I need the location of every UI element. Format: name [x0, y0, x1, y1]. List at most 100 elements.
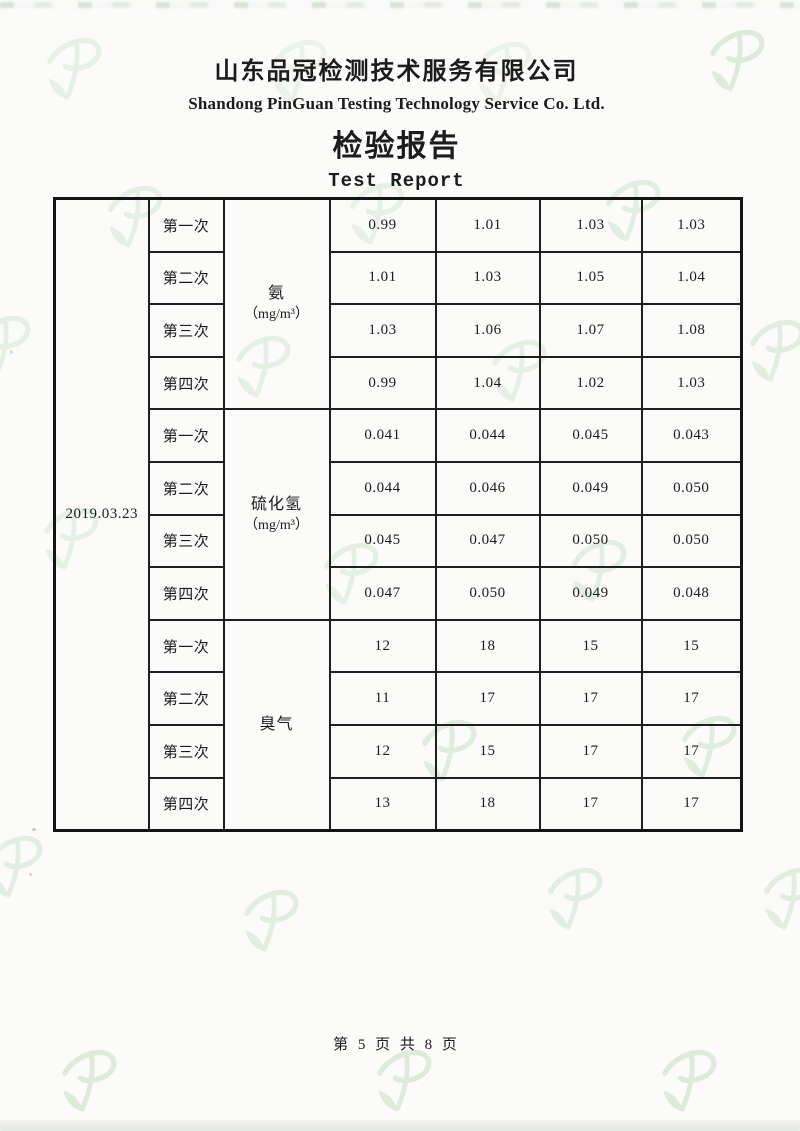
pinguan-leaf-logo-watermark-icon — [0, 313, 33, 383]
pinguan-leaf-logo-watermark-icon — [61, 1047, 119, 1117]
value-cell: 1.04 — [434, 355, 541, 411]
page-number: 第 5 页 共 8 页 — [333, 1037, 460, 1053]
value-cell: 0.047 — [434, 513, 541, 569]
trial-label-cell: 第二次 — [147, 460, 225, 516]
value-cell: 0.041 — [328, 408, 437, 463]
parameter-unit: （mg/m³） — [244, 517, 309, 533]
pinguan-leaf-logo-watermark-icon — [0, 833, 45, 903]
value-cell: 1.08 — [640, 303, 743, 358]
value-cell: 1.03 — [538, 197, 643, 253]
value-cell: 1.05 — [538, 250, 643, 306]
pinguan-leaf-logo-watermark-icon — [763, 865, 800, 935]
results-table: 2019.03.23 第一次氨（mg/m³） 0.99 1.01 1.03 1.03 第二次… — [53, 197, 743, 833]
value-cell: 17 — [434, 671, 541, 726]
table-row: 第四次 13 18 17 17 — [55, 776, 743, 832]
value-cell: 1.03 — [434, 250, 541, 306]
trial-label-cell: 第三次 — [147, 513, 225, 569]
scan-edge-bottom — [0, 1120, 800, 1131]
parameter-name: 氨 — [267, 285, 285, 303]
table-row: 第四次 0.047 0.050 0.049 0.048 — [55, 566, 743, 621]
value-cell: 0.050 — [640, 513, 743, 569]
pinguan-leaf-logo-watermark-icon — [749, 317, 800, 387]
parameter-unit: （mg/m³） — [244, 307, 309, 323]
parameter-cell: 臭气 — [222, 618, 331, 832]
value-cell: 1.04 — [640, 250, 743, 306]
trial-label-cell: 第一次 — [147, 618, 225, 674]
value-cell: 0.050 — [538, 513, 643, 569]
value-cell: 0.045 — [328, 513, 437, 569]
value-cell: 1.03 — [640, 197, 743, 253]
scan-speck — [32, 828, 36, 831]
value-cell: 0.050 — [640, 460, 743, 516]
scan-speck — [10, 350, 13, 354]
parameter-name: 硫化氢 — [250, 495, 302, 513]
value-cell: 12 — [328, 618, 437, 674]
value-cell: 15 — [434, 723, 541, 779]
value-cell: 0.99 — [328, 355, 437, 411]
trial-label-cell: 第四次 — [147, 566, 225, 621]
table-row: 2019.03.23 第一次氨（mg/m³） 0.99 1.01 1.03 1.03 — [53, 197, 743, 832]
value-cell: 0.045 — [538, 408, 643, 463]
company-name-cn: 山东品冠检测技术服务有限公司 — [214, 59, 579, 85]
table-row: 第三次 1.03 1.06 1.07 1.08 — [55, 303, 743, 358]
table-row: 第二次 1.01 1.03 1.05 1.04 — [55, 250, 743, 306]
value-cell: 17 — [538, 776, 643, 832]
trial-label-cell: 第四次 — [147, 355, 225, 411]
table-row: 第二次 11 17 17 17 — [55, 671, 743, 726]
table-row: 第一次 硫化氢 （mg/m³） 0.041 0.044 0.045 0.043 — [55, 408, 743, 621]
value-cell: 17 — [538, 671, 643, 726]
value-cell: 0.049 — [538, 460, 643, 516]
table-row: 第二次 0.044 0.046 0.049 0.050 — [55, 460, 743, 516]
value-cell: 18 — [434, 618, 541, 674]
value-cell: 12 — [328, 723, 437, 779]
value-cell: 11 — [328, 671, 437, 726]
trial-label-cell: 第一次 — [147, 408, 225, 463]
parameter-cell: 氨 （mg/m³） — [222, 197, 331, 411]
value-cell: 17 — [538, 723, 643, 779]
value-cell: 0.044 — [328, 460, 437, 516]
value-cell: 18 — [434, 776, 541, 832]
trial-label-cell: 第一次 — [147, 197, 225, 253]
results-table-body: 2019.03.23 第一次氨（mg/m³） 0.99 1.01 1.03 1.03 第二次… — [53, 197, 743, 832]
value-cell: 0.99 — [328, 197, 437, 253]
value-cell: 1.01 — [434, 197, 541, 253]
table-row: 第三次 12 15 17 17 — [55, 723, 743, 779]
value-cell: 1.02 — [538, 355, 643, 411]
value-cell: 15 — [640, 618, 743, 674]
parameter-cell: 硫化氢 （mg/m³） — [222, 408, 331, 621]
value-cell: 0.047 — [328, 566, 437, 621]
value-cell: 1.06 — [434, 303, 541, 358]
value-cell: 0.049 — [538, 566, 643, 621]
value-cell: 17 — [640, 776, 743, 832]
value-cell: 17 — [640, 671, 743, 726]
value-cell: 13 — [328, 776, 437, 832]
scan-speck — [29, 873, 32, 876]
value-cell: 15 — [538, 618, 643, 674]
pinguan-leaf-logo-watermark-icon — [661, 1047, 719, 1117]
value-cell: 1.03 — [640, 355, 743, 411]
value-cell: 0.046 — [434, 460, 541, 516]
trial-label-cell: 第三次 — [147, 723, 225, 779]
table-row: 第一次 臭气 12 18 15 15 — [55, 618, 743, 832]
value-cell: 0.048 — [640, 566, 743, 621]
pinguan-leaf-logo-watermark-icon — [376, 1047, 434, 1117]
value-cell: 1.01 — [328, 250, 437, 306]
pinguan-leaf-logo-watermark-icon — [547, 865, 605, 935]
value-cell: 0.050 — [434, 566, 541, 621]
pinguan-leaf-logo-watermark-icon — [243, 887, 301, 957]
scan-edge-top — [0, 2, 800, 8]
trial-label-cell: 第三次 — [147, 303, 225, 358]
report-title-cn: 检验报告 — [332, 130, 461, 163]
trial-label-cell: 第二次 — [147, 250, 225, 306]
trial-label-cell: 第四次 — [147, 776, 225, 832]
parameter-name: 臭气 — [259, 715, 294, 733]
date-cell: 2019.03.23 — [53, 197, 150, 832]
value-cell: 0.043 — [640, 408, 743, 463]
value-cell: 17 — [640, 723, 743, 779]
value-cell: 0.044 — [434, 408, 541, 463]
table-row: 第四次 0.99 1.04 1.02 1.03 — [55, 355, 743, 411]
table-row: 第三次 0.045 0.047 0.050 0.050 — [55, 513, 743, 569]
trial-label-cell: 第二次 — [147, 671, 225, 726]
company-name-en: Shandong PinGuan Testing Technology Serv… — [188, 94, 605, 113]
